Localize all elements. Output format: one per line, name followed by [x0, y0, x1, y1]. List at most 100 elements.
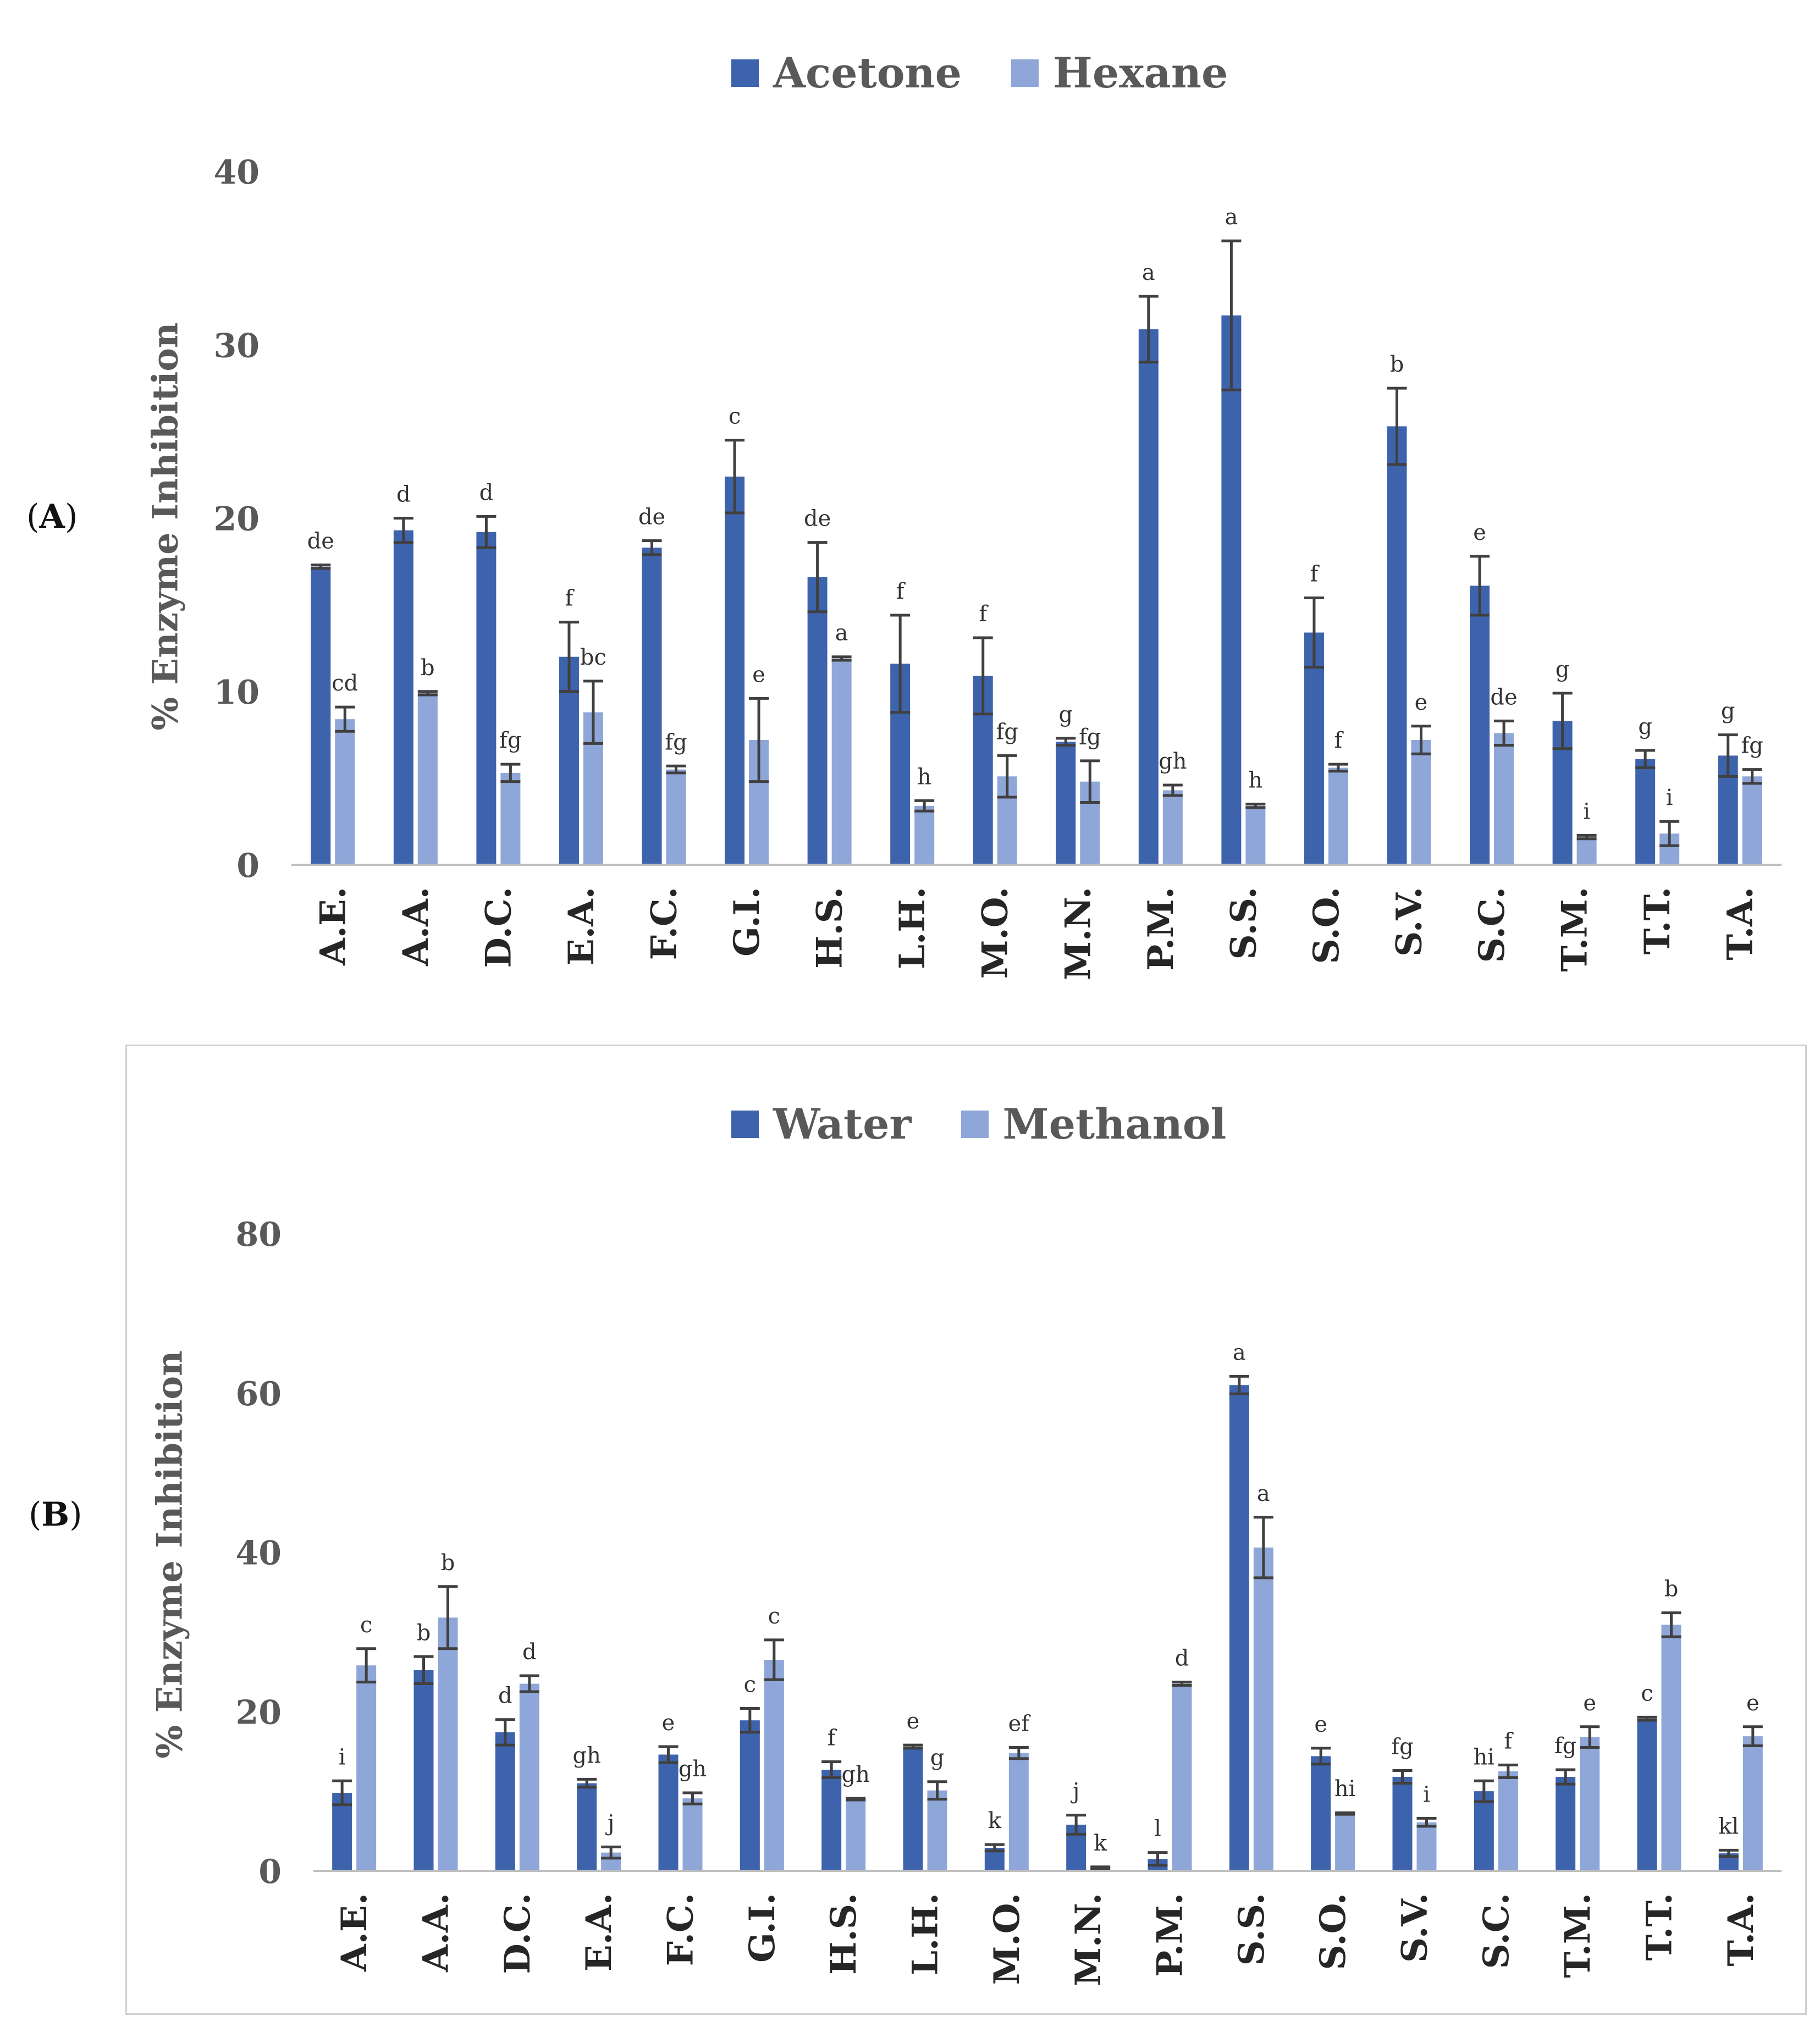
bar-acetone: [393, 530, 413, 865]
bar-acetone: [311, 566, 331, 865]
error-bar: [1742, 768, 1762, 785]
panel-a: Acetone Hexane (A) % Enzyme Inhibition 0…: [26, 48, 1782, 980]
significance-letter: fg: [1554, 1733, 1576, 1759]
legend-item-series-1: Acetone: [731, 48, 962, 97]
x-tick-label: T.A.: [1720, 1893, 1762, 1967]
error-bar: [1576, 833, 1597, 841]
bar-water: [1637, 1719, 1657, 1871]
x-tick-label: E.A.: [561, 887, 602, 965]
legend-item-series-2: Hexane: [1011, 48, 1228, 97]
significance-letter: de: [307, 529, 334, 554]
bar-hexane: [831, 658, 852, 865]
x-tick-label: H.S.: [809, 887, 851, 969]
x-tick-label: L.H.: [892, 887, 933, 969]
bar-acetone: [1138, 329, 1159, 865]
x-tick-label: A.E.: [334, 1893, 375, 1972]
error-bar: [821, 1760, 842, 1779]
error-bar: [831, 655, 852, 662]
significance-letter: de: [638, 504, 665, 529]
x-tick-label: D.C.: [478, 887, 519, 968]
x-tick-label: H.S.: [823, 1893, 864, 1975]
error-bar: [1498, 1763, 1518, 1779]
x-tick-label: G.I.: [742, 1893, 783, 1963]
x-tick-label: F.C.: [660, 1893, 702, 1966]
error-bar: [890, 614, 911, 714]
error-bar: [1162, 783, 1183, 797]
significance-letter: fg: [1741, 733, 1763, 759]
x-tick-label: S.O.: [1312, 1893, 1354, 1970]
bar-water: [658, 1754, 679, 1871]
significance-letter: bc: [580, 645, 606, 670]
significance-letter: g: [1721, 699, 1735, 724]
legend-item-series-2: Methanol: [961, 1100, 1226, 1148]
error-bar: [559, 621, 579, 693]
bar-methanol: [1580, 1737, 1600, 1871]
bar-hexane: [417, 693, 438, 865]
significance-letter: f: [565, 586, 575, 611]
error-bar: [846, 1797, 866, 1802]
error-bar: [1659, 820, 1680, 847]
significance-letter: d: [522, 1639, 537, 1665]
bar-hexane: [1742, 776, 1762, 865]
significance-letter: fg: [1079, 725, 1101, 750]
panel-b: Water Methanol (B) % Enzyme Inhibition 0…: [0, 1045, 1820, 2038]
bar-water: [1311, 1756, 1331, 1871]
significance-letter: a: [835, 621, 848, 646]
x-tick-label: A.A.: [416, 1893, 457, 1973]
significance-letter: e: [1746, 1691, 1760, 1716]
significance-letter: g: [1638, 714, 1652, 739]
error-bar: [476, 515, 497, 549]
legend-item-series-1: Water: [731, 1100, 912, 1148]
significance-letter: h: [917, 764, 931, 789]
significance-letter: e: [1473, 520, 1486, 545]
significance-letter: gh: [841, 1762, 869, 1787]
error-bar: [1335, 1811, 1355, 1816]
error-bar: [1056, 737, 1076, 747]
bar-acetone: [1221, 315, 1242, 865]
legend-label-series-1: Water: [773, 1100, 912, 1148]
significance-letter: j: [1071, 1779, 1079, 1804]
bar-acetone: [1387, 426, 1407, 865]
significance-letter: i: [1583, 799, 1590, 824]
bar-water: [413, 1670, 434, 1871]
significance-letter: a: [1225, 205, 1238, 230]
error-bar: [1556, 1768, 1576, 1786]
y-tick-label: 0: [258, 1853, 282, 1891]
error-bar: [1637, 1715, 1657, 1722]
significance-letter: hi: [1474, 1744, 1495, 1770]
x-tick-label: M.N.: [1068, 1893, 1109, 1986]
error-bar: [927, 1780, 947, 1801]
error-bar: [749, 697, 769, 783]
error-bar: [1080, 759, 1100, 804]
bar-hexane: [335, 719, 355, 865]
error-bar: [1172, 1681, 1192, 1687]
legend-swatch-series-1: [731, 59, 759, 87]
error-bar: [807, 541, 828, 614]
significance-letter: c: [768, 1604, 780, 1629]
significance-letter: kl: [1718, 1814, 1739, 1839]
error-bar: [740, 1706, 760, 1734]
bar-water: [577, 1783, 597, 1871]
error-bar: [438, 1585, 458, 1650]
x-tick-label: T.M.: [1554, 887, 1596, 972]
error-bar: [1253, 1516, 1273, 1579]
error-bar: [903, 1743, 923, 1750]
error-bar: [1148, 1851, 1168, 1867]
error-bar: [1066, 1814, 1087, 1836]
error-bar: [393, 517, 413, 544]
error-bar: [725, 439, 745, 515]
significance-letter: fg: [665, 730, 687, 755]
error-bar: [1229, 1374, 1249, 1395]
significance-letter: f: [1310, 562, 1320, 587]
bar-hexane: [1162, 790, 1183, 865]
significance-letter: b: [417, 1620, 431, 1645]
legend-swatch-series-2: [961, 1110, 989, 1138]
error-bar: [666, 764, 686, 775]
error-bar: [984, 1843, 1005, 1853]
legend-label-series-2: Hexane: [1053, 48, 1228, 97]
bar-hexane: [1411, 740, 1431, 865]
bar-methanol: [764, 1660, 784, 1871]
x-tick-label: S.O.: [1306, 887, 1347, 964]
